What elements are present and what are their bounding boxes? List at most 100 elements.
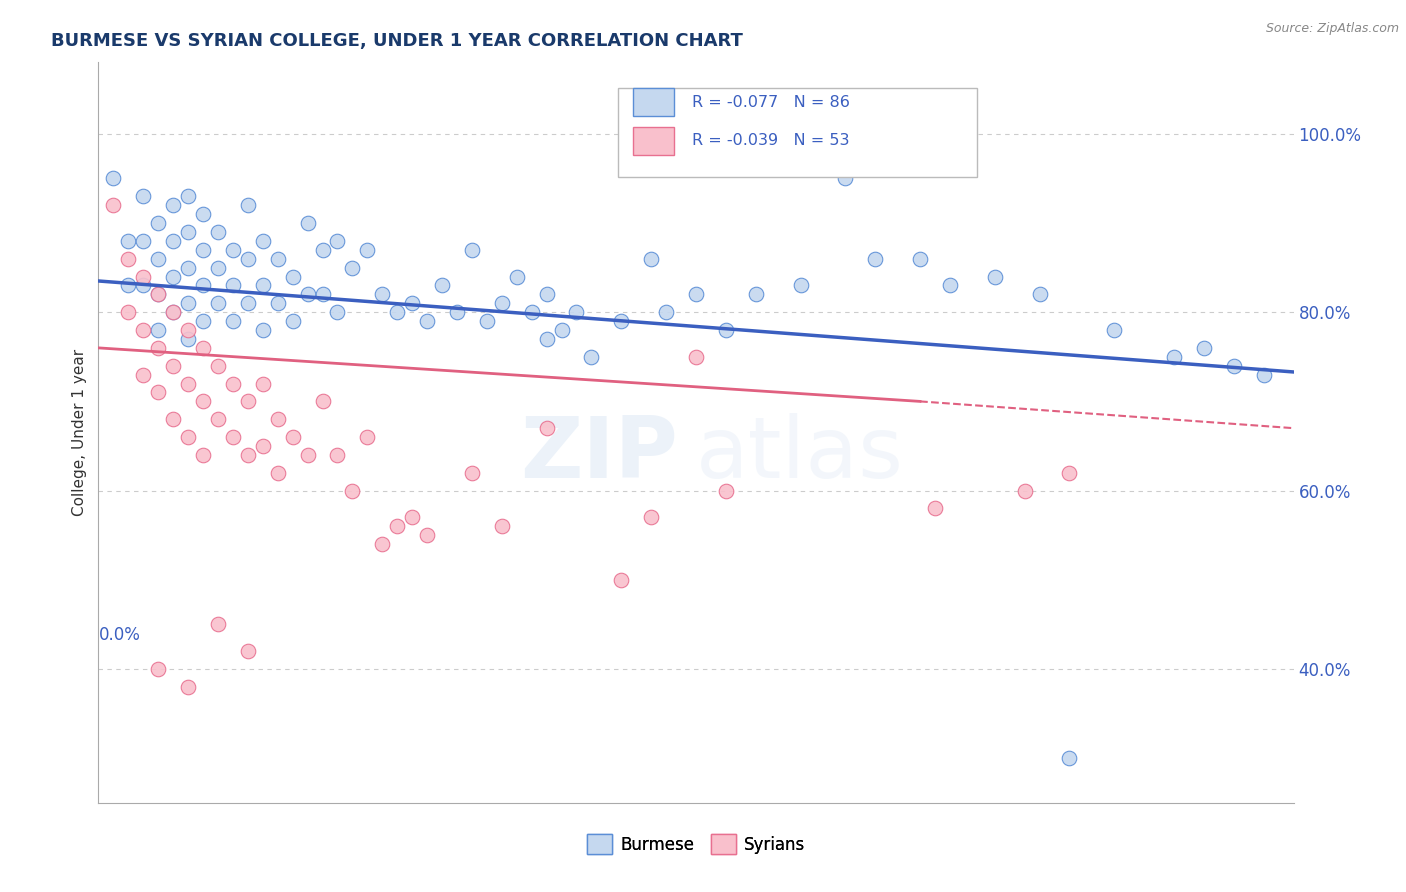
FancyBboxPatch shape [633,88,675,117]
Point [207,296,229,310]
Point [252,439,274,453]
Point [162,234,184,248]
Point [714,323,737,337]
Point [311,243,333,257]
Point [191,314,214,328]
Point [148,287,170,301]
Point [401,510,423,524]
Point [267,296,290,310]
Y-axis label: College, Under 1 year: College, Under 1 year [72,349,87,516]
Text: 0.0%: 0.0% [98,626,141,644]
Point [177,260,200,275]
Point [162,412,184,426]
Point [132,368,155,382]
Point [207,359,229,373]
Point [148,252,170,266]
Point [536,332,558,346]
Point [191,207,214,221]
Point [461,466,484,480]
Point [939,278,962,293]
Point [491,296,513,310]
Point [371,287,394,301]
Point [117,234,139,248]
Point [1223,359,1246,373]
Point [356,243,378,257]
Point [536,287,558,301]
Point [236,198,259,212]
Point [191,448,214,462]
Point [924,501,946,516]
Point [461,243,484,257]
Point [311,394,333,409]
Point [177,225,200,239]
Point [207,260,229,275]
Point [281,269,304,284]
FancyBboxPatch shape [633,127,675,155]
Point [536,421,558,435]
Point [177,430,200,444]
Point [191,278,214,293]
Point [267,466,290,480]
Point [252,234,274,248]
Text: BURMESE VS SYRIAN COLLEGE, UNDER 1 YEAR CORRELATION CHART: BURMESE VS SYRIAN COLLEGE, UNDER 1 YEAR … [51,32,742,50]
Point [207,617,229,632]
Point [148,216,170,230]
Point [342,483,364,498]
Point [326,234,349,248]
Point [401,296,423,310]
Point [236,296,259,310]
Point [446,305,468,319]
Text: R = -0.077   N = 86: R = -0.077 N = 86 [692,95,851,110]
Point [640,252,662,266]
Point [236,448,259,462]
Point [385,305,409,319]
Point [297,216,319,230]
Point [148,341,170,355]
Point [1163,350,1185,364]
Point [267,412,290,426]
Point [191,341,214,355]
Point [297,287,319,301]
Point [222,430,245,444]
Point [984,269,1007,284]
Point [267,252,290,266]
Text: ZIP: ZIP [520,413,678,496]
Text: R = -0.039   N = 53: R = -0.039 N = 53 [692,134,849,148]
Point [117,252,139,266]
Point [148,323,170,337]
Point [222,376,245,391]
Point [281,314,304,328]
Point [252,376,274,391]
Point [222,243,245,257]
Point [117,278,139,293]
Point [311,287,333,301]
Point [385,519,409,533]
Point [834,171,856,186]
Point [103,171,125,186]
Point [430,278,453,293]
Point [908,252,931,266]
Point [162,359,184,373]
Point [356,430,378,444]
Point [416,528,439,542]
Point [326,305,349,319]
Point [297,448,319,462]
Point [191,243,214,257]
Point [236,644,259,658]
Point [148,662,170,676]
Point [162,198,184,212]
Point [1028,287,1050,301]
Point [162,305,184,319]
Text: atlas: atlas [696,413,904,496]
Point [475,314,498,328]
Point [162,269,184,284]
Point [640,510,662,524]
Point [610,573,633,587]
Point [132,189,155,203]
Point [222,314,245,328]
Point [236,394,259,409]
Point [565,305,588,319]
Point [177,332,200,346]
Point [177,323,200,337]
Point [1253,368,1275,382]
